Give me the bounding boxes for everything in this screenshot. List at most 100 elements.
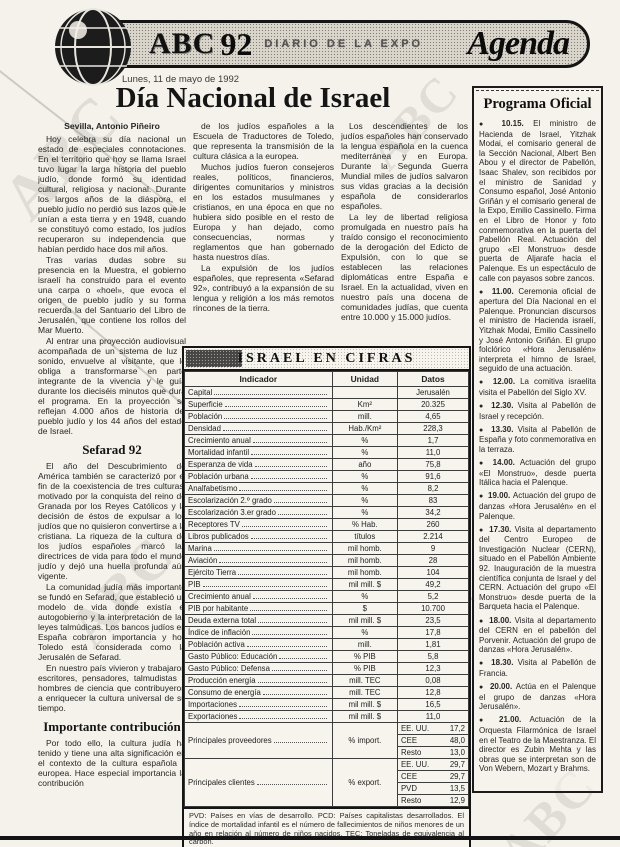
table-row: Escolarización 3.er grado% 34,2 [184, 506, 470, 519]
dot-leader [252, 598, 327, 599]
dot-leader [251, 454, 327, 455]
print-smudge [186, 350, 242, 367]
stat-unit: mill. TEC [331, 674, 398, 687]
bullet-icon: ● [479, 526, 488, 534]
indicator-label: Escolarización 2.º grado [188, 496, 272, 505]
value-name: EE. UU. [400, 724, 430, 733]
stat-unit: % import. [331, 722, 398, 759]
indicator-wrap: Densidad [188, 424, 329, 433]
indicator-label: Índice de inflación [188, 628, 251, 637]
indicator-label: Principales proveedores [188, 736, 272, 745]
value-pair: Resto 12,9 [401, 796, 465, 805]
indicator-wrap: Escolarización 3.er grado [188, 508, 329, 517]
stat-indicator: Densidad [184, 422, 333, 435]
program-time: 18.00. [489, 615, 515, 625]
stat-indicator: Población [184, 410, 333, 423]
table-row: PIB mil mill. $49,2 [184, 578, 470, 591]
stat-indicator: Superficie [184, 398, 333, 411]
indicator-wrap: Población [188, 412, 329, 421]
program-text: Actuación de la Orquesta Filarmónica de … [479, 715, 596, 774]
globe-icon [55, 8, 131, 86]
indicator-wrap: Índice de inflación [188, 628, 329, 637]
program-title: Programa Oficial [483, 96, 592, 112]
table-row: Crecimiento anual% 1,7 [184, 434, 470, 447]
dot-leader [262, 694, 327, 695]
stat-value: 91,6 [396, 470, 470, 483]
indicator-label: Libros publicados [188, 532, 249, 541]
stat-value: 5,2 [396, 590, 470, 603]
program-time: 17.30. [489, 524, 515, 534]
table-row: Esperanza de vida año 75,8 [184, 458, 470, 471]
value-number: 13,5 [449, 784, 465, 793]
stat-indicator: Índice de inflación [184, 626, 333, 639]
dot-leader [246, 646, 327, 647]
table-row: Índice de inflación% 17,8 [184, 626, 470, 639]
dot-leader [254, 466, 327, 467]
stat-value: 1,81 [396, 638, 470, 651]
bullet-icon: ● [479, 493, 487, 501]
article-paragraph: El año del Descubrimiento de América tam… [38, 461, 186, 581]
stat-value: 104 [396, 566, 470, 579]
stat-value: 0,08 [396, 674, 470, 687]
article-paragraph: Hoy celebra su día nacional un estado de… [38, 134, 186, 254]
stat-indicator: Escolarización 3.er grado [184, 506, 333, 519]
value-name: CEE [400, 772, 418, 781]
stat-unit: % [331, 482, 398, 495]
indicator-wrap: Superficie [188, 400, 329, 409]
date-line: Lunes, 11 de mayo de 1992 [122, 74, 240, 85]
program-text: Actuación del grupo de danzas «Hora Jeru… [479, 491, 596, 521]
value-pair: PVD 13,5 [401, 784, 465, 793]
program-text: Actúa en el Palenque el grupo de danzas … [479, 682, 596, 712]
stat-indicator: Principales proveedores [184, 722, 333, 759]
program-item: ● 20.00. Actúa en el Palenque el grupo d… [479, 682, 596, 712]
stat-value: Resto 13,0 [396, 746, 470, 759]
table-row: Libros publicados títulos 2.214 [184, 530, 470, 543]
table-row: Importaciones mil mill. $16,5 [184, 698, 470, 711]
program-item: ● 14.00. Actuación del grupo «El Monstru… [479, 458, 596, 488]
table-row: Receptores TV % Hab. 260 [184, 518, 470, 531]
indicator-wrap: Producción energía [188, 676, 329, 685]
table-row: Marina mil homb. 9 [184, 542, 470, 555]
bullet-icon: ● [479, 660, 490, 668]
stat-value: 228,3 [396, 422, 470, 435]
program-time: 12.30. [491, 401, 518, 411]
bullet-icon: ● [479, 717, 498, 725]
indicator-label: Consumo de energía [188, 688, 261, 697]
stat-value: 12,3 [396, 662, 470, 675]
stat-indicator: Principales clientes [184, 758, 333, 807]
stat-unit: mil mill. $ [331, 710, 398, 723]
indicator-label: Población [188, 412, 223, 421]
indicator-label: Exportaciones [188, 712, 238, 721]
stat-value: 9 [396, 542, 470, 555]
stat-value: PVD 13,5 [396, 782, 470, 795]
program-text: Visita al departamento del Centro Europe… [479, 524, 596, 612]
stat-value: 49,2 [396, 578, 470, 591]
indicator-label: Ejército Tierra [188, 568, 237, 577]
program-item: ● 10.15. El ministro de Hacienda de Isra… [479, 119, 596, 283]
program-text: Actuación del grupo «El Monstruo», desde… [479, 458, 596, 488]
bullet-icon: ● [479, 379, 491, 387]
value-number: 29,7 [449, 760, 465, 769]
table-row: Mortalidad infantil% 11,0 [184, 446, 470, 459]
value-number: 12,9 [449, 796, 465, 805]
indicator-label: Marina [188, 544, 212, 553]
indicator-label: Deuda externa total [188, 616, 257, 625]
dot-leader [219, 562, 327, 563]
indicator-wrap: Mortalidad infantil [188, 448, 329, 457]
dot-leader [257, 682, 327, 683]
stat-indicator: Ejército Tierra [184, 566, 333, 579]
stat-unit: % PIB [331, 650, 398, 663]
stat-indicator: PIB [184, 578, 333, 591]
article-paragraph: Al entrar una proyección audiovisual aco… [38, 336, 186, 436]
israel-stats-table: ISRAEL EN CIFRAS Indicador Unidad Datos … [182, 346, 471, 847]
stat-indicator: Marina [184, 542, 333, 555]
dot-leader [252, 634, 327, 635]
article-paragraph: Tras varias dudas sobre su presencia en … [38, 255, 186, 335]
stat-unit: % [331, 590, 398, 603]
article-title: Día Nacional de Israel [115, 82, 391, 114]
indicator-wrap: Crecimiento anual [188, 592, 329, 601]
stat-indicator: Crecimiento anual [184, 434, 333, 447]
dot-leader [256, 784, 327, 785]
stat-unit: Hab./Km² [331, 422, 398, 435]
